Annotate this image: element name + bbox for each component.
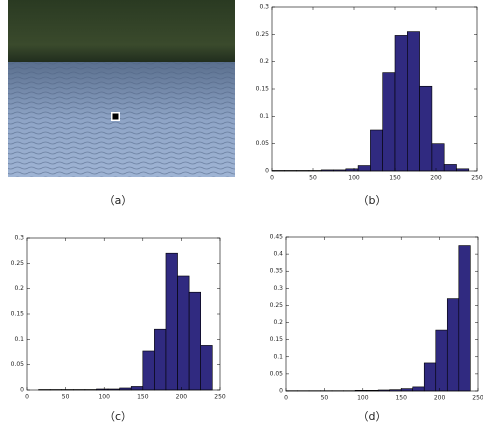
bar — [406, 31, 420, 172]
y-tick-label: 0.1 — [273, 353, 283, 360]
x-tick-label: 250 — [214, 394, 226, 401]
bar — [154, 328, 167, 391]
y-tick-label: 0.3 — [259, 4, 269, 11]
x-tick-label: 0 — [25, 394, 29, 401]
y-tick-label: 0.15 — [256, 86, 270, 93]
bar — [394, 35, 408, 172]
y-tick-label: 0.1 — [259, 113, 269, 120]
y-tick-label: 0.25 — [270, 302, 284, 309]
y-tick-label: 0.4 — [273, 251, 283, 258]
x-tick-label: 150 — [137, 394, 149, 401]
x-tick-label: 50 — [309, 175, 317, 182]
caption: （a） — [104, 194, 133, 207]
caption: （d） — [358, 410, 387, 423]
bar — [419, 85, 433, 172]
bar — [431, 143, 445, 172]
bar — [382, 72, 396, 172]
x-tick-label: 200 — [434, 395, 446, 402]
y-tick-label: 0 — [20, 387, 24, 394]
x-tick-label: 150 — [389, 175, 401, 182]
bar — [446, 298, 460, 392]
bar — [200, 345, 213, 391]
x-tick-label: 100 — [348, 175, 360, 182]
bar — [165, 252, 178, 391]
bar — [400, 388, 414, 392]
bar — [177, 275, 190, 391]
y-tick-label: 0.2 — [14, 285, 24, 292]
bar — [188, 291, 201, 391]
x-tick-label: 250 — [471, 175, 483, 182]
y-tick-label: 0.25 — [11, 260, 25, 267]
bar — [458, 245, 471, 392]
y-tick-label: 0 — [279, 388, 283, 395]
caption: （c） — [104, 410, 132, 423]
y-tick-label: 0.1 — [14, 336, 24, 343]
bar — [130, 386, 144, 391]
y-tick-label: 0.15 — [11, 311, 25, 318]
y-tick-label: 0 — [265, 168, 269, 175]
x-tick-label: 100 — [357, 395, 369, 402]
y-tick-label: 0.3 — [273, 285, 283, 292]
bar — [119, 387, 132, 391]
x-tick-label: 50 — [62, 394, 70, 401]
y-tick-label: 0.25 — [256, 31, 270, 38]
x-tick-label: 0 — [284, 395, 288, 402]
bar — [456, 168, 470, 172]
bar — [142, 350, 155, 391]
y-tick-label: 0.2 — [273, 319, 283, 326]
y-tick-label: 0.05 — [11, 361, 25, 368]
x-tick-label: 50 — [321, 395, 329, 402]
bar — [345, 168, 359, 172]
x-tick-label: 200 — [176, 394, 188, 401]
bar — [357, 165, 371, 172]
axes-box — [285, 236, 479, 392]
caption: （b） — [358, 194, 387, 207]
x-tick-label: 250 — [472, 395, 483, 402]
bar — [412, 386, 425, 392]
photo — [8, 0, 235, 177]
x-tick-label: 0 — [270, 175, 274, 182]
x-tick-label: 150 — [395, 395, 407, 402]
y-tick-label: 0.05 — [270, 370, 284, 377]
y-tick-label: 0.15 — [270, 336, 284, 343]
bar — [443, 164, 457, 172]
y-tick-label: 0.35 — [270, 268, 284, 275]
bar — [370, 129, 383, 172]
x-tick-label: 100 — [98, 394, 110, 401]
x-tick-label: 200 — [430, 175, 442, 182]
bar — [423, 362, 437, 392]
y-tick-label: 0.45 — [270, 234, 284, 241]
bar — [435, 329, 448, 392]
y-tick-label: 0.3 — [14, 235, 24, 242]
y-tick-label: 0.2 — [259, 58, 269, 65]
y-tick-label: 0.05 — [256, 140, 270, 147]
